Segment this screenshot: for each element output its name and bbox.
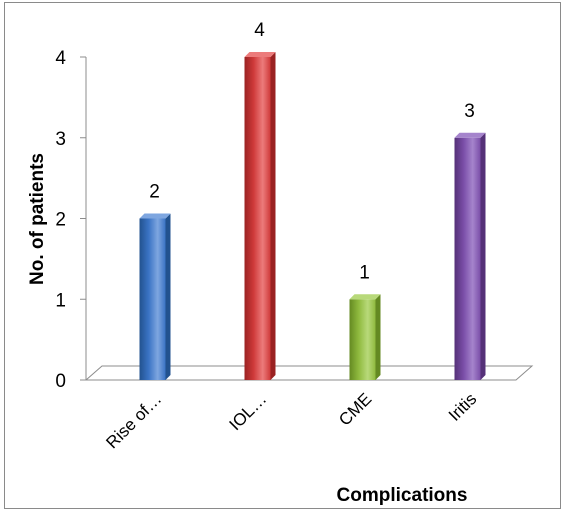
x-axis-title: Complications — [337, 485, 468, 506]
y-tick-label: 3 — [55, 129, 66, 150]
y-tick-label: 0 — [55, 371, 66, 392]
bar-side — [165, 213, 171, 380]
bar-front — [139, 218, 166, 380]
category-label: IOL… — [225, 389, 270, 434]
bar-top — [244, 52, 276, 57]
y-axis-ticks: 0 1 2 3 4 — [55, 48, 86, 392]
data-label: 3 — [464, 101, 475, 122]
y-tick-label: 1 — [55, 290, 66, 311]
bar-1 — [139, 213, 171, 380]
y-axis-title: No. of patients — [27, 153, 48, 285]
bar-side — [375, 294, 381, 380]
bar-4 — [454, 132, 486, 380]
data-label: 2 — [149, 182, 160, 203]
data-label: 4 — [254, 20, 265, 41]
bars-group — [139, 52, 486, 380]
bar-side — [480, 132, 486, 380]
bar-3 — [349, 294, 381, 380]
bar-side — [270, 52, 276, 380]
category-label: CME — [335, 389, 375, 429]
category-label: Rise of… — [102, 389, 165, 452]
y-tick-label: 4 — [55, 48, 66, 69]
bar-front — [244, 57, 271, 380]
bar-front — [454, 137, 481, 380]
bar-top — [349, 294, 381, 300]
bar-2 — [244, 52, 276, 380]
bar-front — [349, 299, 376, 380]
data-label: 1 — [359, 262, 370, 283]
category-label: Iritis — [445, 389, 480, 424]
bar-top — [139, 213, 171, 219]
bar-top — [454, 132, 486, 138]
data-labels-group: 2 4 1 3 — [149, 20, 475, 283]
y-tick-label: 2 — [55, 210, 66, 231]
category-labels-group: Rise of… IOL… CME Iritis — [102, 389, 480, 452]
